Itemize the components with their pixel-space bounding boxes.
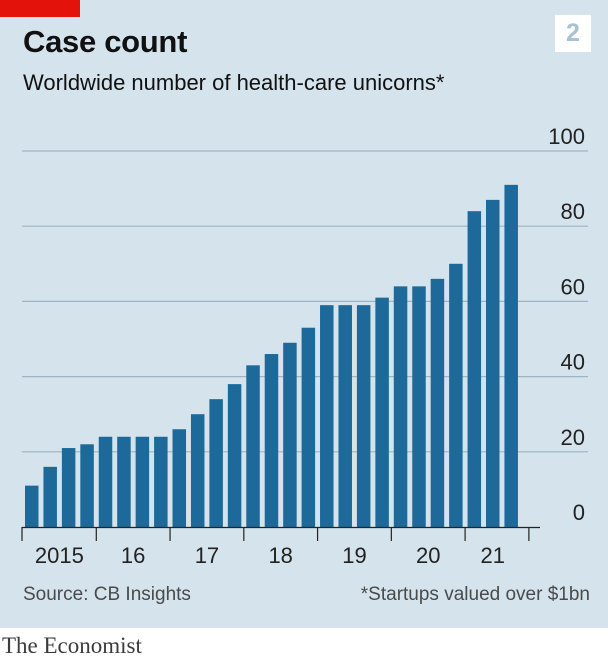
bar <box>43 466 57 527</box>
bar <box>227 384 242 527</box>
bar <box>117 436 131 527</box>
bar <box>80 444 94 527</box>
x-axis: 2015 16 17 18 19 20 21 <box>21 526 540 568</box>
bar <box>246 365 260 527</box>
x-tick-label: 2015 <box>35 543 84 568</box>
bar <box>486 199 500 527</box>
y-tick-label: 40 <box>561 350 585 375</box>
y-tick-label: 0 <box>573 500 585 525</box>
bar <box>301 327 316 527</box>
bar <box>190 414 205 527</box>
bar <box>412 286 426 527</box>
bar <box>375 297 389 527</box>
bar <box>135 436 150 527</box>
bar <box>98 436 113 527</box>
bar <box>356 305 371 527</box>
y-tick-label: 100 <box>548 124 585 149</box>
bar <box>264 354 279 527</box>
brand-wordmark: The Economist <box>2 633 142 658</box>
x-tick-label: 17 <box>195 543 219 568</box>
x-tick-label: 19 <box>342 543 366 568</box>
bar <box>320 305 334 527</box>
brand-red-tag <box>0 0 80 17</box>
bar <box>172 429 187 527</box>
bar <box>430 278 445 527</box>
bar <box>449 263 463 527</box>
bar-chart: 0 20 40 60 80 100 2015 16 17 18 19 20 21 <box>21 124 588 568</box>
bar <box>504 184 518 527</box>
y-tick-labels: 0 20 40 60 80 100 <box>548 124 585 525</box>
chart-title: Case count <box>23 24 188 59</box>
bar <box>154 436 168 527</box>
x-tick-label: 20 <box>416 543 440 568</box>
chart-number-badge: 2 <box>555 15 591 52</box>
x-tick-label: 16 <box>121 543 145 568</box>
y-tick-label: 20 <box>561 425 585 450</box>
bar <box>467 211 482 527</box>
y-tick-label: 60 <box>561 274 585 299</box>
bar <box>283 342 297 527</box>
x-tick-label: 21 <box>481 543 505 568</box>
bar <box>61 448 76 527</box>
footnote: *Startups valued over $1bn <box>360 584 590 605</box>
bar <box>393 286 408 527</box>
bars <box>25 184 518 527</box>
bar <box>209 399 223 527</box>
bar <box>25 485 39 527</box>
y-tick-label: 80 <box>561 199 585 224</box>
x-tick-label: 18 <box>268 543 292 568</box>
source-note: Source: CB Insights <box>23 584 191 605</box>
chart-subtitle: Worldwide number of health-care unicorns… <box>23 70 445 95</box>
bar <box>338 305 352 527</box>
